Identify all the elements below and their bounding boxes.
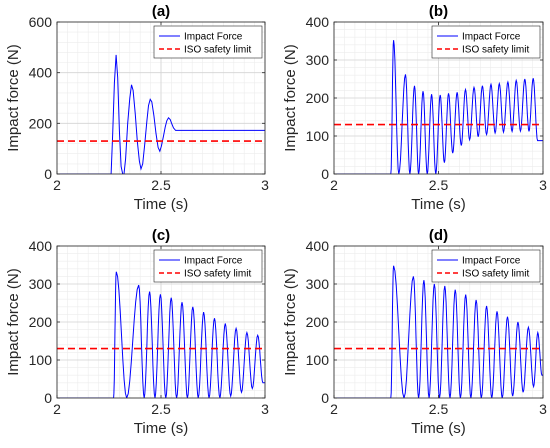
panel-d: 2 2.5 3 0 100 200 300 400 (d) Time (s) Impact forc…	[282, 227, 547, 437]
legend: Impact Force ISO safety limit	[431, 249, 541, 283]
y-tick-label: 200	[306, 90, 330, 106]
y-axis-label: Impact force (N)	[282, 44, 299, 152]
x-tick-label: 3	[261, 401, 269, 417]
y-axis-label: Impact force (N)	[5, 268, 22, 376]
legend-box	[431, 25, 541, 59]
y-axis-label: Impact force (N)	[282, 268, 299, 376]
x-tick-label: 3	[539, 177, 547, 193]
legend-box	[153, 25, 263, 59]
x-axis-label: Time (s)	[134, 420, 188, 437]
x-tick-label: 2.5	[429, 401, 449, 417]
legend-label: Impact Force	[184, 32, 243, 43]
y-tick-label: 100	[306, 128, 330, 144]
panel-title: (a)	[152, 3, 170, 20]
legend-label: Impact Force	[462, 32, 521, 43]
y-tick-label: 200	[29, 314, 53, 330]
x-tick-label: 2.5	[151, 401, 171, 417]
series-line-impact-force	[57, 271, 265, 398]
series-line-impact-force	[57, 54, 265, 174]
panel-c: 2 2.5 3 0 100 200 300 400 (c) Time (s) Impact forc…	[5, 227, 269, 437]
x-axis-label: Time (s)	[411, 196, 465, 213]
y-tick-label: 0	[44, 166, 52, 182]
y-tick-label: 400	[29, 65, 53, 81]
y-tick-label: 300	[29, 276, 53, 292]
x-tick-label: 2	[330, 177, 338, 193]
y-tick-label: 400	[306, 14, 330, 30]
y-tick-label: 0	[44, 390, 52, 406]
x-tick-label: 3	[539, 401, 547, 417]
panel-b: 2 2.5 3 0 100 200 300 400 (b) Time (s) Impact forc…	[282, 3, 547, 213]
legend-label: ISO safety limit	[462, 45, 529, 56]
y-axis-label: Impact force (N)	[5, 44, 22, 152]
panel-title: (c)	[152, 227, 170, 244]
panel-a: 2 2.5 3 0 200 400 600 (a) Time (s) Impact force (…	[5, 3, 269, 213]
legend-label: ISO safety limit	[462, 269, 529, 280]
series-line-impact-force	[334, 265, 543, 398]
y-tick-label: 400	[29, 238, 53, 254]
x-tick-label: 2.5	[151, 177, 171, 193]
x-tick-label: 2.5	[429, 177, 449, 193]
x-tick-label: 2	[53, 177, 61, 193]
y-tick-label: 200	[29, 115, 53, 131]
legend: Impact Force ISO safety limit	[153, 25, 263, 59]
x-tick-label: 2	[330, 401, 338, 417]
y-tick-label: 600	[29, 14, 53, 30]
legend-label: Impact Force	[184, 256, 243, 267]
y-tick-label: 400	[306, 238, 330, 254]
y-tick-label: 0	[321, 390, 329, 406]
y-tick-label: 100	[306, 352, 330, 368]
legend-box	[431, 249, 541, 283]
x-axis-label: Time (s)	[411, 420, 465, 437]
legend-label: ISO safety limit	[184, 269, 251, 280]
legend-label: ISO safety limit	[184, 45, 251, 56]
y-tick-label: 200	[306, 314, 330, 330]
y-tick-label: 100	[29, 352, 53, 368]
legend: Impact Force ISO safety limit	[431, 25, 541, 59]
panel-title: (b)	[429, 3, 448, 20]
y-tick-label: 0	[321, 166, 329, 182]
x-tick-label: 2	[53, 401, 61, 417]
y-tick-label: 300	[306, 276, 330, 292]
panel-title: (d)	[429, 227, 448, 244]
legend: Impact Force ISO safety limit	[153, 249, 263, 283]
x-axis-label: Time (s)	[134, 196, 188, 213]
y-tick-label: 300	[306, 52, 330, 68]
x-tick-label: 3	[261, 177, 269, 193]
legend-box	[153, 249, 263, 283]
series-line-impact-force	[334, 40, 543, 174]
legend-label: Impact Force	[462, 256, 521, 267]
